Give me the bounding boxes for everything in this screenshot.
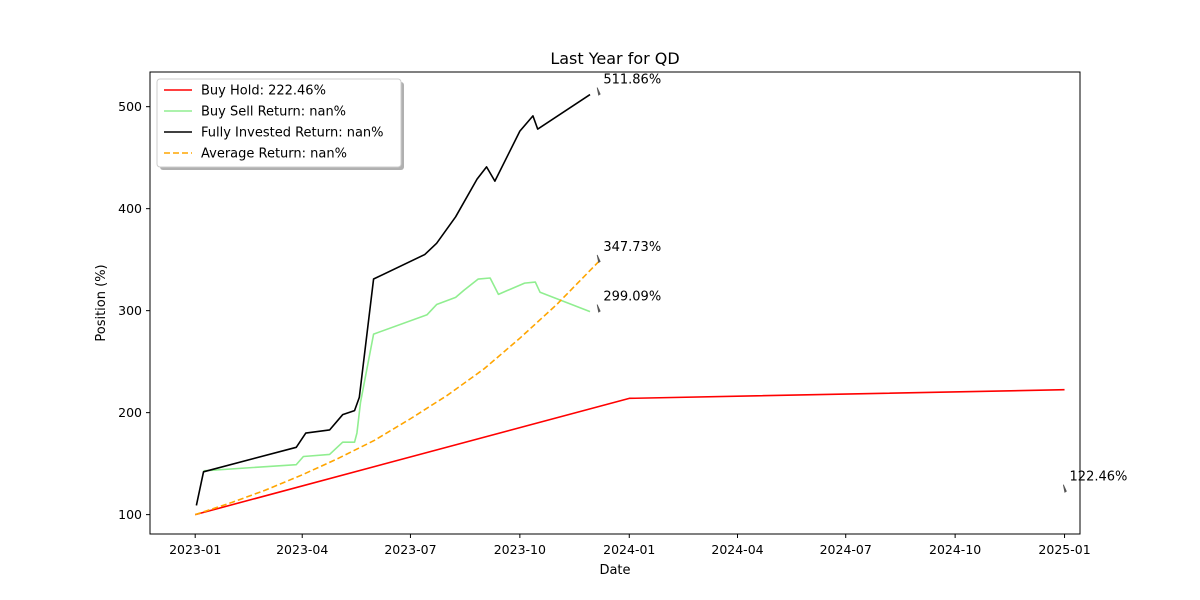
x-axis-title: Date <box>599 563 630 578</box>
annotation-label: 299.09% <box>603 290 661 305</box>
series-layer <box>194 93 1065 516</box>
x-axis: 2023-01 2023-04 2023-07 2023-10 2024-01 2024-… <box>169 534 1091 557</box>
y-tick-label: 200 <box>118 405 142 420</box>
annotation-arrow <box>1062 484 1067 493</box>
annotation-label: 122.46% <box>1070 470 1128 485</box>
x-tick-label: 2024-04 <box>711 542 763 557</box>
series-line-buy-sell-return <box>203 277 591 472</box>
x-tick-label: 2023-01 <box>169 542 221 557</box>
y-tick-label: 100 <box>118 507 142 522</box>
annotation-layer: 511.86% 347.73% 299.09% 122.46% <box>596 73 1128 493</box>
annotation-label: 347.73% <box>603 240 661 255</box>
legend-label: Buy Hold: 222.46% <box>201 84 326 99</box>
x-tick-label: 2023-10 <box>494 542 546 557</box>
y-axis-title: Position (%) <box>94 264 109 341</box>
annotation-arrow <box>596 304 601 313</box>
y-axis: 100 200 300 400 500 <box>118 99 150 522</box>
legend-label: Fully Invested Return: nan% <box>201 126 384 141</box>
legend-label: Average Return: nan% <box>201 147 347 162</box>
x-tick-label: 2024-07 <box>820 542 872 557</box>
y-tick-label: 400 <box>118 201 142 216</box>
legend-label: Buy Sell Return: nan% <box>201 105 346 120</box>
series-line-fully-invested-return <box>195 93 591 506</box>
x-tick-label: 2023-04 <box>276 542 328 557</box>
legend: Buy Hold: 222.46% Buy Sell Return: nan% Fu… <box>156 78 404 170</box>
annotation-label: 511.86% <box>603 73 661 88</box>
x-tick-label: 2024-01 <box>603 542 655 557</box>
y-tick-label: 300 <box>118 303 142 318</box>
x-tick-label: 2024-10 <box>929 542 981 557</box>
series-line-average-return <box>194 261 599 516</box>
plot-area-frame <box>149 71 1081 535</box>
x-tick-label: 2023-07 <box>384 542 436 557</box>
series-line-buy-hold <box>194 388 1065 516</box>
x-tick-label: 2025-01 <box>1038 542 1090 557</box>
y-tick-label: 500 <box>118 99 142 114</box>
annotation-arrow <box>596 254 601 264</box>
chart-title: Last Year for QD <box>550 49 679 68</box>
legend-box <box>156 78 402 168</box>
annotation-arrow <box>596 87 601 96</box>
